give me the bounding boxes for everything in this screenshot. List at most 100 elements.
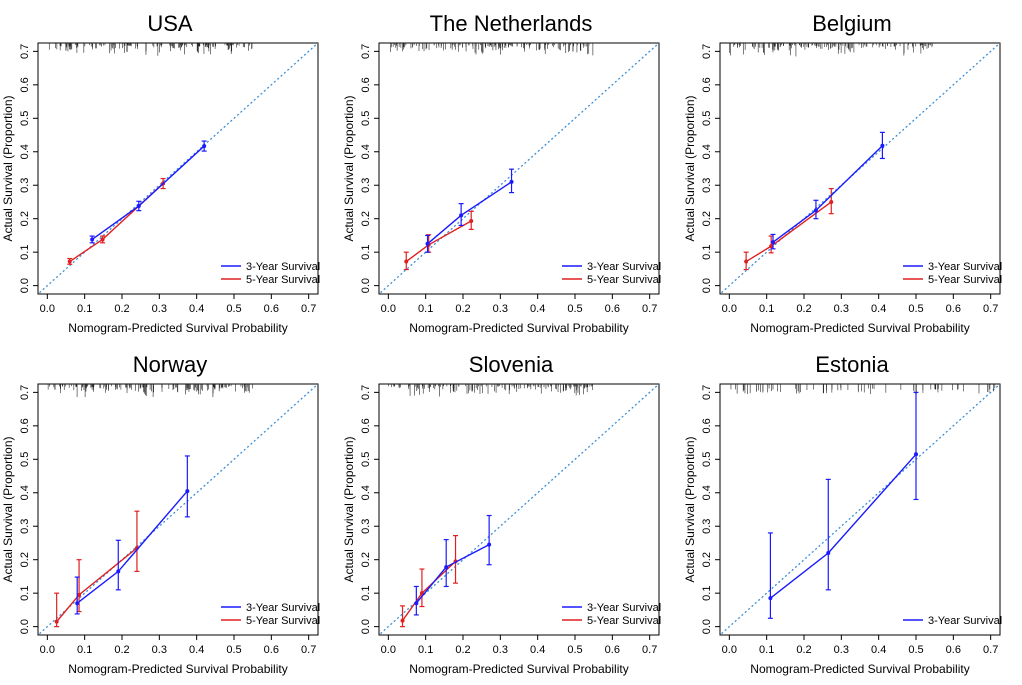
calibration-plot: USA 0.0 0.1 0.2 0.3 0.4 0.5 0.6 0.7 0.0 0.1 0.2 0.3 0…: [1, 11, 320, 335]
y-axis-label: Actual Survival (Proportion): [342, 436, 356, 582]
series-3-year: [89, 140, 207, 244]
x-tick-label: 0.5: [226, 303, 241, 315]
y-tick-label: 0.2: [360, 211, 372, 226]
data-point: [77, 592, 82, 597]
y-tick-label: 0.3: [701, 178, 713, 193]
plot-frame: [37, 42, 319, 295]
data-point: [425, 241, 430, 246]
legend-label: 5-Year Survival: [928, 274, 1002, 286]
data-point: [880, 143, 885, 148]
data-point: [185, 489, 190, 494]
y-tick-label: 0.2: [701, 211, 713, 226]
x-tick-label: 0.6: [946, 644, 961, 656]
x-axis-label: Nomogram-Predicted Survival Probability: [409, 662, 628, 676]
series-3-year: [413, 514, 492, 616]
legend-label: 5-Year Survival: [587, 615, 661, 627]
x-tick-label: 0.6: [605, 303, 620, 315]
x-tick-label: 0.0: [722, 644, 737, 656]
data-point: [769, 244, 774, 249]
y-tick-label: 0.1: [701, 245, 713, 260]
x-tick-label: 0.1: [418, 303, 433, 315]
y-tick-label: 0.2: [360, 552, 372, 567]
data-point: [813, 208, 818, 213]
y-tick-label: 0.1: [19, 586, 31, 601]
x-tick-label: 0.6: [605, 644, 620, 656]
y-tick-label: 0.5: [701, 111, 713, 126]
y-tick-label: 0.0: [701, 619, 713, 634]
y-tick-label: 0.7: [19, 44, 31, 59]
data-point: [744, 259, 749, 264]
plot-title: Belgium: [812, 11, 891, 36]
panel-belgium: Belgium 0.0 0.1 0.2 0.3 0.4 0.5 0.6 0.7 0.0 0.1 0.2…: [682, 0, 1022, 342]
x-axis-label: Nomogram-Predicted Survival Probability: [409, 321, 628, 335]
data-point: [54, 619, 59, 624]
plot-title: Norway: [133, 352, 208, 377]
y-tick-label: 0.2: [701, 552, 713, 567]
data-point: [487, 542, 492, 547]
x-tick-label: 0.0: [722, 303, 737, 315]
y-tick-label: 0.7: [701, 385, 713, 400]
plot-frame: [719, 383, 1001, 636]
y-tick-label: 0.1: [19, 245, 31, 260]
x-tick-label: 0.6: [264, 644, 279, 656]
panel-estonia: Estonia 0.0 0.1 0.2 0.3 0.4 0.5 0.6 0.7 0.0 0.1 0.2…: [682, 341, 1022, 683]
panel-usa: USA 0.0 0.1 0.2 0.3 0.4 0.5 0.6 0.7 0.0 0.1 0.2 0.3 0…: [0, 0, 341, 342]
y-tick-label: 0.7: [360, 385, 372, 400]
calibration-plot: Belgium 0.0 0.1 0.2 0.3 0.4 0.5 0.6 0.7 0.0 0.1 0.2…: [683, 11, 1002, 335]
data-point: [768, 596, 773, 601]
y-tick-label: 0.2: [19, 211, 31, 226]
data-point: [400, 618, 405, 623]
x-tick-label: 0.5: [567, 644, 582, 656]
x-tick-label: 0.4: [189, 303, 204, 315]
x-tick-label: 0.7: [301, 303, 316, 315]
x-tick-label: 0.1: [77, 303, 92, 315]
legend-label: 3-Year Survival: [246, 261, 320, 273]
y-tick-label: 0.1: [360, 586, 372, 601]
y-tick-label: 0.6: [360, 418, 372, 433]
x-tick-label: 0.7: [642, 644, 657, 656]
x-tick-label: 0.5: [908, 644, 923, 656]
y-tick-label: 0.6: [19, 77, 31, 92]
y-tick-label: 0.4: [360, 144, 372, 159]
data-point: [914, 452, 918, 457]
y-tick-label: 0.3: [19, 178, 31, 193]
x-tick-label: 0.3: [152, 644, 167, 656]
y-tick-label: 0.5: [360, 111, 372, 126]
panel-slovenia: Slovenia 0.0 0.1 0.2 0.3 0.4 0.5 0.6 0.7 0.0 0.1 0.…: [341, 341, 682, 683]
series-line: [427, 181, 512, 245]
plot-frame: [378, 42, 660, 295]
x-tick-label: 0.7: [301, 644, 316, 656]
prediction-rug: [48, 43, 253, 56]
y-tick-label: 0.3: [360, 178, 372, 193]
x-axis-label: Nomogram-Predicted Survival Probability: [750, 662, 969, 676]
series-line: [772, 145, 883, 243]
series-3-year: [767, 391, 919, 619]
y-tick-label: 0.5: [19, 111, 31, 126]
x-tick-label: 0.6: [264, 303, 279, 315]
x-tick-label: 0.7: [983, 303, 998, 315]
data-point: [829, 199, 834, 204]
x-tick-label: 0.6: [946, 303, 961, 315]
y-axis-label: Actual Survival (Proportion): [683, 436, 697, 582]
data-point: [444, 565, 449, 570]
x-tick-label: 0.4: [871, 303, 886, 315]
y-tick-label: 0.6: [19, 418, 31, 433]
calibration-plot: Norway 0.0 0.1 0.2 0.3 0.4 0.5 0.6 0.7 0.0 0.1 0.2 0…: [1, 352, 320, 676]
data-point: [459, 213, 464, 218]
x-tick-label: 0.2: [455, 303, 470, 315]
series-5-year: [743, 187, 834, 271]
series-line: [76, 490, 188, 604]
x-tick-label: 0.3: [152, 303, 167, 315]
y-tick-label: 0.6: [701, 418, 713, 433]
y-tick-label: 0.6: [360, 77, 372, 92]
y-tick-label: 0.4: [701, 485, 713, 500]
y-tick-label: 0.0: [360, 278, 372, 293]
data-point: [414, 601, 419, 606]
legend-label: 3-Year Survival: [928, 615, 1002, 627]
legend-label: 3-Year Survival: [928, 261, 1002, 273]
y-axis-label: Actual Survival (Proportion): [1, 95, 15, 241]
legend-label: 3-Year Survival: [587, 261, 661, 273]
